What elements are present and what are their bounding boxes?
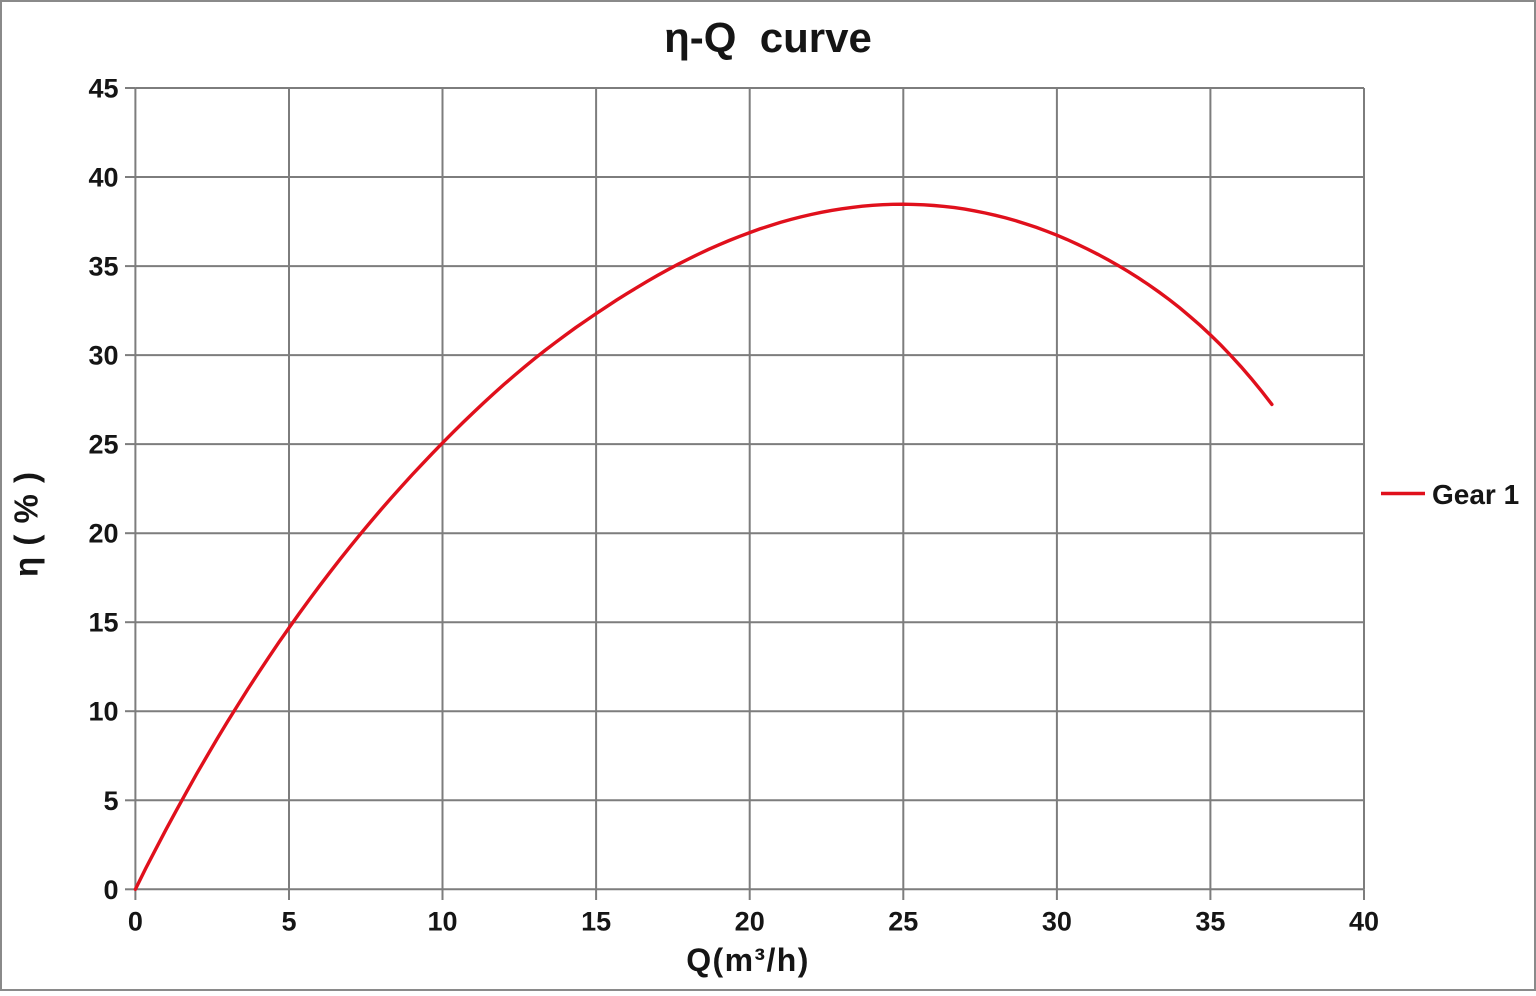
svg-text:5: 5 (103, 786, 118, 816)
svg-text:Gear 1: Gear 1 (1432, 479, 1519, 510)
svg-text:10: 10 (427, 907, 457, 937)
svg-text:45: 45 (88, 74, 118, 104)
svg-text:40: 40 (1349, 907, 1379, 937)
svg-text:30: 30 (1042, 907, 1072, 937)
svg-text:η-Q curve: η-Q curve (664, 14, 872, 61)
svg-text:40: 40 (88, 163, 118, 193)
svg-text:20: 20 (735, 907, 765, 937)
svg-text:30: 30 (88, 341, 118, 371)
svg-text:Q(m³/h): Q(m³/h) (686, 942, 810, 978)
svg-text:35: 35 (1195, 907, 1225, 937)
svg-text:0: 0 (103, 875, 118, 905)
svg-text:35: 35 (88, 252, 118, 282)
svg-text:25: 25 (888, 907, 918, 937)
svg-text:5: 5 (281, 907, 296, 937)
svg-text:20: 20 (88, 519, 118, 549)
svg-text:10: 10 (88, 697, 118, 727)
svg-text:25: 25 (88, 430, 118, 460)
svg-text:0: 0 (128, 907, 143, 937)
svg-text:15: 15 (581, 907, 611, 937)
svg-text:15: 15 (88, 608, 118, 638)
svg-text:η ( % ): η ( % ) (8, 471, 45, 577)
